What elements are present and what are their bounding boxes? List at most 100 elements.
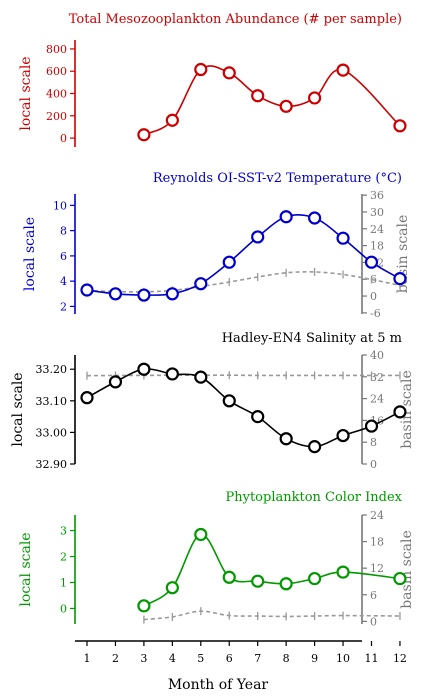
x-tick-label: 3: [140, 652, 147, 665]
panel-3-point: [393, 405, 407, 419]
panel-2-point: [336, 231, 350, 245]
panel-1-ylabel: local scale: [18, 56, 34, 130]
panel-3-point: [80, 391, 94, 405]
panel-3-title: Hadley-EN4 Salinity at 5 m: [222, 331, 402, 346]
panel-3-point: [279, 432, 293, 446]
panel-4-right-tick-label: 12: [370, 562, 384, 575]
panel-3-point: [336, 428, 350, 443]
panel-3-point: [137, 362, 151, 376]
panel-1-point: [137, 128, 151, 142]
panel-2-ylabel: local scale: [22, 217, 38, 291]
panel-2-point: [393, 272, 407, 286]
panel-4-point: [137, 599, 151, 613]
panel-4-right-tick-label: 24: [370, 509, 384, 522]
panel-1-point: [308, 91, 322, 105]
panel-4-left-tick-label: 2: [60, 551, 67, 564]
panel-3-ylabel-right: basin scale: [399, 370, 415, 449]
panel-3-right-tick-label: 40: [370, 349, 384, 362]
panel-3-local-line: [86, 368, 401, 448]
panel-2-point: [194, 277, 208, 291]
panel-3-point: [108, 375, 123, 389]
panel-4-point: [165, 581, 179, 595]
panel-2-right-tick-label: 24: [370, 223, 384, 236]
panel-3-left-tick-label: 33.10: [36, 395, 68, 408]
x-tick-label: 8: [283, 652, 290, 665]
panel-2-right-tick-label: 0: [370, 290, 377, 303]
panel-2-left-tick-label: 8: [60, 225, 67, 238]
panel-2-point: [165, 287, 179, 301]
x-tick-label: 7: [254, 652, 261, 665]
panel-4-point: [308, 571, 322, 586]
panel-4-point: [279, 577, 293, 591]
panel-2-point: [137, 288, 151, 302]
x-tick-label: 1: [84, 652, 91, 665]
panel-4-right-tick-label: 0: [370, 615, 377, 628]
panel-2-right-tick-label: 30: [370, 206, 384, 219]
x-tick-label: 6: [226, 652, 233, 665]
panel-1-point: [194, 62, 208, 77]
panel-2-left-tick-label: 2: [60, 300, 67, 313]
panel-4-point: [393, 571, 407, 586]
panel-2-right-tick-label: 36: [370, 189, 384, 202]
x-tick-label: 11: [365, 652, 379, 665]
panel-3-right-tick-label: 8: [370, 436, 377, 449]
panel-2-point: [80, 283, 94, 297]
panel-4-point: [336, 565, 350, 579]
panel-1-title: Total Mesozooplankton Abundance (# per s…: [69, 12, 402, 27]
panel-1-local-line: [143, 65, 401, 136]
panel-4-right-tick-label: 18: [370, 536, 384, 549]
panel-1-point: [165, 113, 179, 127]
panel-4-left-tick-label: 1: [60, 576, 67, 589]
panel-3-right-tick-label: 32: [370, 371, 384, 384]
x-tick-label: 12: [393, 652, 407, 665]
panel-1-left-tick-label: 600: [46, 65, 67, 78]
panel-2-left-tick-label: 6: [60, 250, 67, 263]
panel-2-right-tick-label: -6: [370, 307, 381, 320]
panel-1-point: [222, 66, 236, 80]
panel-2-point: [279, 210, 293, 224]
panel-2-title: Reynolds OI-SST-v2 Temperature (°C): [153, 171, 402, 186]
panel-2-local-line: [86, 214, 401, 296]
x-tick-label: 2: [112, 652, 119, 665]
panel-3-right-tick-label: 24: [370, 393, 384, 406]
panel-1-point: [336, 63, 350, 77]
panel-4-point: [194, 527, 208, 542]
panel-3-right-tick-label: 0: [370, 458, 377, 471]
panel-2-basin-line: [86, 271, 401, 293]
x-tick-label: 5: [197, 652, 204, 665]
panel-2-point: [108, 287, 123, 301]
panel-1-left-tick-label: 0: [60, 132, 67, 145]
panel-4-title: Phytoplankton Color Index: [225, 490, 402, 505]
panel-3-ylabel: local scale: [10, 372, 26, 446]
panel-1-point: [251, 89, 265, 103]
panel-4-ylabel: local scale: [18, 532, 34, 606]
panel-2-left-tick-label: 10: [53, 199, 67, 212]
panel-4-ylabel-right: basin scale: [399, 530, 415, 609]
panel-4-right-tick-label: 6: [370, 589, 377, 602]
panel-4-left-tick-label: 3: [60, 525, 67, 538]
panel-2-right-tick-label: 18: [370, 240, 384, 253]
panel-3-point: [165, 367, 179, 381]
panel-1-left-tick-label: 400: [46, 88, 67, 101]
panel-3-point: [222, 394, 236, 408]
panel-4-left-tick-label: 0: [60, 602, 67, 615]
panel-3-point: [194, 370, 208, 384]
panel-2-point: [364, 255, 379, 269]
panel-1-left-tick-label: 200: [46, 110, 67, 123]
panel-1-point: [279, 99, 293, 113]
panel-2-left-tick-label: 4: [60, 275, 67, 288]
panel-3-left-tick-label: 33.00: [36, 426, 68, 439]
x-tick-label: 9: [311, 652, 318, 665]
panel-4-point: [251, 574, 265, 588]
panel-1-point: [393, 119, 407, 133]
panel-3-left-tick-label: 32.90: [36, 458, 68, 471]
x-tick-label: 4: [169, 652, 176, 665]
panel-4-point: [222, 570, 236, 584]
panel-2-point: [308, 211, 322, 225]
x-tick-label: 10: [336, 652, 350, 665]
panel-3-point: [251, 410, 265, 424]
panel-2-point: [222, 255, 236, 269]
panel-3-basin-line: [86, 374, 400, 377]
x-axis-label: Month of Year: [168, 677, 269, 693]
